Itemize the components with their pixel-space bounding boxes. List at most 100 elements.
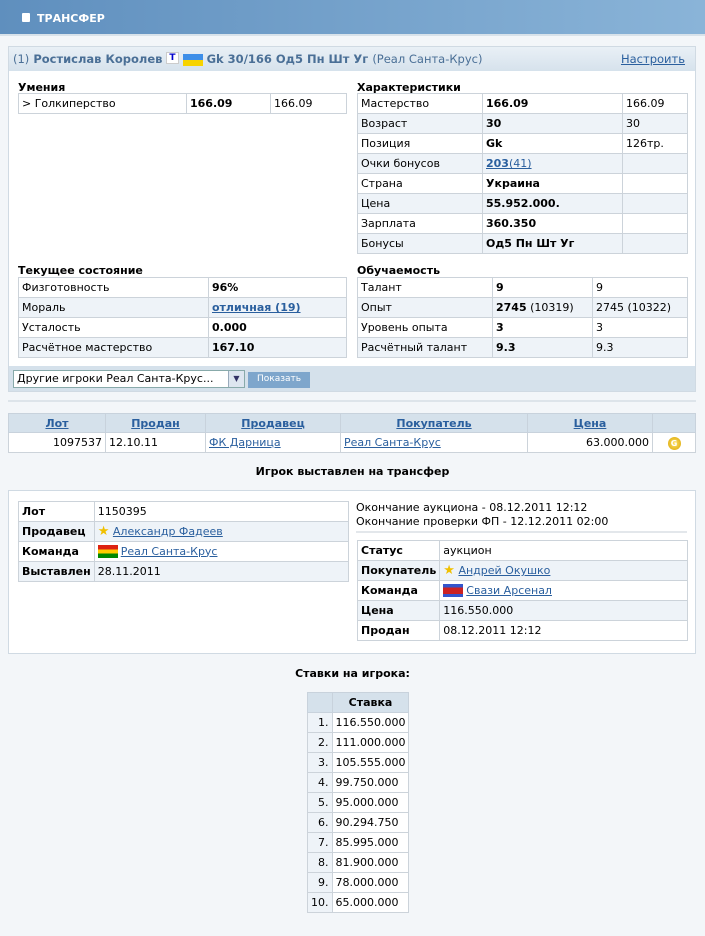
cell: Украина xyxy=(482,173,623,194)
sort-link[interactable]: Покупатель xyxy=(396,416,472,430)
table-row: Покупатель ★ Андрей Окушко xyxy=(356,560,688,581)
table-row: Страна Украина xyxy=(357,173,688,194)
cell: Талант xyxy=(357,277,493,298)
cell-text: 12.10.11 xyxy=(109,436,158,449)
cell: 1097537 xyxy=(8,432,106,453)
cell: Позиция xyxy=(357,133,483,154)
configure-link[interactable]: Настроить xyxy=(620,52,685,66)
cell: 166.09 xyxy=(622,93,688,114)
cell: 6. xyxy=(307,812,333,833)
show-button[interactable]: Показать xyxy=(248,372,311,388)
morale-link[interactable]: отличная (19) xyxy=(212,301,301,314)
team-link[interactable]: Свази Арсенал xyxy=(466,583,552,597)
cell: Реал Санта-Крус xyxy=(93,541,350,562)
learnability-heading: Обучаемость xyxy=(357,264,441,277)
characteristics-table: Мастерство 166.09 166.09 Возраст 30 30 Позиция… xyxy=(357,93,688,254)
cell: 203(41) xyxy=(482,153,623,174)
cell: Усталость xyxy=(18,317,209,338)
other-players-bar: Другие игроки Реал Санта-Крус... ▼ Показат… xyxy=(9,366,695,391)
listed-heading: Игрок выставлен на трансфер xyxy=(255,465,450,478)
cell-text: Возраст xyxy=(361,117,408,130)
cell: Расчётный талант xyxy=(357,337,493,358)
cell: 85.995.000 xyxy=(331,832,410,853)
cell: 12.10.11 xyxy=(105,432,206,453)
buyer-link[interactable]: Андрей Окушко xyxy=(458,564,551,577)
cell-text: 81.900.000 xyxy=(335,856,399,869)
cell-text: 30 xyxy=(486,117,502,130)
cell-text: Gk xyxy=(486,137,503,150)
table-row: 9. 78.000.000 xyxy=(307,872,410,893)
cell-text: 2. xyxy=(318,736,329,749)
table-row: Цена 116.550.000 xyxy=(356,600,688,621)
cell: 99.750.000 xyxy=(331,772,410,793)
cell: 9.3 xyxy=(592,337,688,358)
table-row: Зарплата 360.350 xyxy=(357,213,688,234)
learnability-table: Талант 9 9 Опыт 2745 (10319) 2745 (10322) Уров… xyxy=(357,277,688,358)
cell: 9. xyxy=(307,872,333,893)
bids-heading: Ставки на игрока: xyxy=(295,667,410,680)
cell: 96% xyxy=(208,277,347,298)
cell-text: 1150395 xyxy=(97,505,147,518)
seller-link[interactable]: Александр Фадеев xyxy=(112,525,223,538)
cell-text: 10. xyxy=(311,896,329,909)
cell-text: 6. xyxy=(318,816,329,829)
sort-link[interactable]: Продавец xyxy=(241,416,305,430)
check-end: Окончание проверки ФП - 12.12.2011 02:00 xyxy=(356,515,609,528)
cell-text: 5. xyxy=(318,796,329,809)
table-row: Команда Реал Санта-Крус xyxy=(18,541,350,562)
cell: 1. xyxy=(307,712,333,733)
cell xyxy=(622,153,688,174)
cell-text: 4. xyxy=(318,776,329,789)
table-row: Выставлен 28.11.2011 xyxy=(18,561,350,582)
cell-text: 3 xyxy=(596,321,603,334)
cell-text: Украина xyxy=(486,177,540,190)
cell-text: > Голкиперство xyxy=(22,97,116,110)
bids-table: Ставка 1. 116.550.000 2. 111.000.000 3. 105.5… xyxy=(307,692,410,913)
table-row: Мораль отличная (19) xyxy=(18,297,347,318)
cell-text: 1097537 xyxy=(53,436,102,449)
cell-text: 166.09 xyxy=(626,97,665,110)
cell-text: Расчётный талант xyxy=(361,341,468,354)
cell-text: (10319) xyxy=(526,301,574,314)
seller-link[interactable]: ФК Дарница xyxy=(209,436,281,449)
star-icon: ★ xyxy=(443,563,455,578)
player-number: (1) xyxy=(13,52,30,66)
column-header: Продавец xyxy=(205,413,341,433)
cell: 116.550.000 xyxy=(439,600,688,621)
cell: 166.09 xyxy=(186,93,271,114)
cell-text: 105.555.000 xyxy=(335,756,406,769)
table-row: > Голкиперство 166.09 166.09 xyxy=(18,93,347,114)
cell: 2745 (10322) xyxy=(592,297,688,318)
other-players-select[interactable]: Другие игроки Реал Санта-Крус... ▼ xyxy=(13,370,245,388)
cell-text: Мораль xyxy=(22,301,66,314)
player-name: Ростислав Королев xyxy=(33,52,163,66)
state-table: Физготовность 96% Мораль отличная (19) Устал… xyxy=(18,277,347,358)
sort-link[interactable]: Лот xyxy=(45,416,69,430)
table-row: 1097537 12.10.11 ФК Дарница Реал Санта-Крус… xyxy=(8,432,696,453)
cell-text: 9.3 xyxy=(596,341,614,354)
cell-text: Выставлен xyxy=(22,565,91,578)
cell-text: 360.350 xyxy=(486,217,537,230)
cell: 4. xyxy=(307,772,333,793)
cell: 63.000.000 xyxy=(527,432,653,453)
cell: Покупатель xyxy=(356,560,441,581)
bonus-points-link[interactable]: 203 xyxy=(486,157,509,170)
bonus-extra-link[interactable]: (41) xyxy=(508,157,532,170)
chevron-down-icon[interactable]: ▼ xyxy=(228,371,244,387)
column-header: Цена xyxy=(527,413,653,433)
sort-link[interactable]: Продан xyxy=(131,416,180,430)
buyer-link[interactable]: Реал Санта-Крус xyxy=(344,436,441,449)
cell-text: 3 xyxy=(496,321,504,334)
cell: Уровень опыта xyxy=(357,317,493,338)
table-row: 7. 85.995.000 xyxy=(307,832,410,853)
sort-link[interactable]: Цена xyxy=(573,416,607,430)
cell-text: 9 xyxy=(596,281,603,294)
listing-box: Лот 1150395 Продавец ★ Александр Фадеев Кома… xyxy=(8,490,696,654)
cell: 3 xyxy=(492,317,593,338)
cell: Опыт xyxy=(357,297,493,318)
cell-text: 99.750.000 xyxy=(335,776,399,789)
cell-text: 2745 (10322) xyxy=(596,301,672,314)
cell: Бонусы xyxy=(357,233,483,254)
cell-text: Зарплата xyxy=(361,217,416,230)
team-link[interactable]: Реал Санта-Крус xyxy=(120,544,218,558)
